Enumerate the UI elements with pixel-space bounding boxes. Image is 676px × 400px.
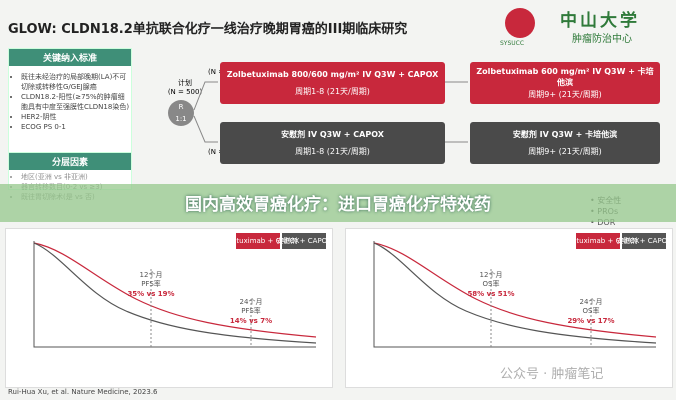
label: PFS率 [241,306,261,315]
label: 12个月 [480,271,503,279]
logo-name: 中山大学 [560,11,640,31]
banner: 国内高效胃癌化疗：进口胃癌化疗特效药 [185,195,491,215]
legend: 安慰剂 + CAPOX [276,236,331,245]
arm-box: Zolbetuximab 600 mg/m² IV Q3W + 卡培他滨 周期9+… [470,62,660,104]
label: 24个月 [240,298,263,306]
inclusion-panel: 关键纳入标准 既往未经治疗的局部晚期(LA)不可切除或转移性G/GEJ腺癌CLD… [8,48,132,162]
axes [33,241,316,348]
legend-bg [576,233,620,249]
ratio: 1:1 [175,115,187,123]
legend-bg [622,233,666,249]
list-item: 既往未经治疗的局部晚期(LA)不可切除或转移性G/GEJ腺癌 [21,72,131,92]
plan: 计划 (N = 500) [165,78,205,96]
label: OS率 [483,279,500,288]
list-item: CLDN18.2-阳性(≥75%的肿瘤细胞具有中度至强膜性CLDN18染色) [21,92,131,112]
label: OS率 [583,306,600,315]
plan-label: 计划 [178,79,192,87]
legend: Zolbetuximab + CAPOX [557,237,640,245]
label: 12个月 [140,271,163,279]
list-item: 地区(亚洲 vs 非亚洲) [21,172,131,182]
rate: 58% vs 51% [467,290,514,298]
rate: 14% vs 7% [230,317,272,325]
title: GLOW: CLDN18.2单抗联合化疗一线治疗晚期胃癌的III期临床研究 [8,22,408,37]
logo-sub: 肿瘤防治中心 [572,34,632,45]
label: 24个月 [580,298,603,306]
logo-icon [505,8,535,38]
axes [373,241,656,348]
drug: 安慰剂 IV Q3W + 卡培他滨 [512,130,618,139]
inclusion-title: 关键纳入标准 [9,49,131,66]
cycle: 周期1-8 (21天/周期) [295,147,370,156]
logo-abbr: SYSUCC [500,40,525,47]
curve [373,242,657,344]
list-item: HER2-阴性 [21,112,131,122]
watermark: 公众号 · 肿瘤笔记 [500,367,604,382]
cycle: 周期9+ (21天/周期) [528,147,602,156]
strat-panel: 分层因素 地区(亚洲 vs 非亚洲)器官转移数目(0-2 vs ≥3)既往胃切除… [8,152,132,201]
banner-bg [0,184,676,222]
legend-bg [236,233,280,249]
curve [33,242,317,338]
endpoint: • DOR [590,218,616,227]
legend-bg [282,233,326,249]
drug: 安慰剂 IV Q3W + CAPOX [281,130,384,139]
strat-title: 分层因素 [9,153,131,170]
arm-box: 安慰剂 IV Q3W + CAPOX 周期1-8 (21天/周期) [220,122,445,164]
km-panel: Zolbetuximab + CAPOX 安慰剂 + CAPOX 12个月 OS率 58… [345,228,673,388]
rate: 35% vs 19% [127,290,174,298]
r: R [178,103,184,111]
drug: Zolbetuximab 800/600 mg/m² IV Q3W + CAPO… [226,69,439,79]
km-panel: Zolbetuximab + CAPOX 安慰剂 + CAPOX 12个月 PFS率 3… [5,228,333,388]
list-item: ECOG PS 0-1 [21,122,131,132]
cycle: 周期9+ (21天/周期) [528,89,602,99]
curve [373,242,657,338]
cycle: 周期1-8 (21天/周期) [295,86,370,96]
arm-box: Zolbetuximab 800/600 mg/m² IV Q3W + CAPO… [220,62,445,104]
randomize: R 1:1 [168,100,194,126]
label: PFS率 [141,279,161,288]
legend: Zolbetuximab + CAPOX [217,237,300,245]
drug: Zolbetuximab 600 mg/m² IV Q3W + 卡培他滨 [476,67,654,88]
rate: 29% vs 17% [567,317,614,325]
curve [33,242,317,344]
plan-n: (N = 500) [167,88,203,96]
footer: Rui-Hua Xu, et al. Nature Medicine, 2023… [8,388,158,396]
legend: 安慰剂 + CAPOX [616,236,671,245]
arrows [193,81,468,143]
arm-box: 安慰剂 IV Q3W + 卡培他滨 周期9+ (21天/周期) [470,122,660,164]
